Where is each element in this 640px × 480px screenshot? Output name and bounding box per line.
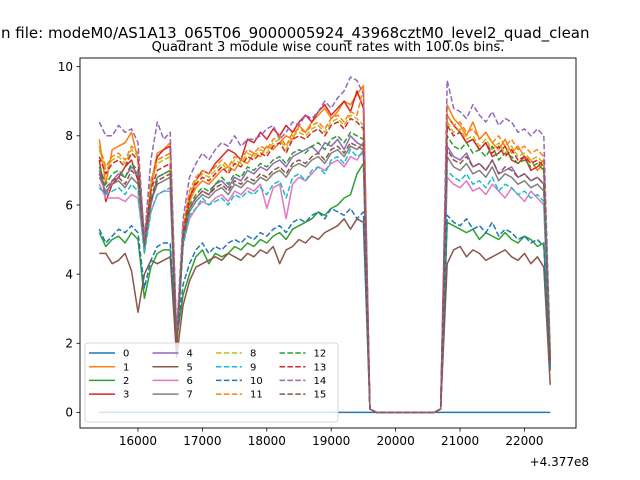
x-tick-label: 18000 <box>248 434 286 448</box>
legend-label-12: 12 <box>314 349 327 360</box>
legend-label-15: 15 <box>314 390 327 401</box>
legend-label-4: 4 <box>187 349 193 360</box>
x-tick-label: 19000 <box>312 434 350 448</box>
legend-label-2: 2 <box>123 376 129 387</box>
y-tick-label: 8 <box>65 129 73 143</box>
x-axis: 16000 17000 18000 19000 20000 21000 22000 <box>119 428 544 448</box>
y-tick-label: 2 <box>65 337 73 351</box>
x-tick-label: 17000 <box>183 434 221 448</box>
axes-title: Quadrant 3 module wise count rates with … <box>152 40 505 55</box>
y-tick-label: 10 <box>58 60 73 74</box>
legend-label-11: 11 <box>250 390 263 401</box>
legend-box <box>84 342 339 423</box>
series-line-14 <box>98 76 551 414</box>
x-axis-offset-label: +4.377e8 <box>530 455 589 469</box>
y-tick-label: 6 <box>65 198 73 212</box>
x-tick-label: 22000 <box>505 434 543 448</box>
legend-label-7: 7 <box>187 390 193 401</box>
series-line-11 <box>98 86 551 414</box>
legend-label-8: 8 <box>250 349 256 360</box>
series-line-9 <box>98 148 551 414</box>
axes-frame <box>79 57 577 429</box>
legend-label-14: 14 <box>314 376 327 387</box>
legend-label-0: 0 <box>123 349 129 360</box>
series-line-5 <box>99 218 551 414</box>
legend-label-6: 6 <box>187 376 193 387</box>
legend-label-3: 3 <box>123 390 129 401</box>
legend-label-9: 9 <box>250 362 256 373</box>
x-tick-label: 21000 <box>441 434 479 448</box>
series-line-15 <box>98 141 551 414</box>
y-axis: 0 2 4 6 8 10 <box>58 60 80 420</box>
x-tick-label: 20000 <box>377 434 415 448</box>
y-tick-label: 0 <box>65 406 73 420</box>
legend-label-13: 13 <box>314 362 327 373</box>
figure-suptitle: n file: modeM0/AS1A13_065T06_9000005924_… <box>1 24 590 43</box>
series-line-12 <box>98 131 551 414</box>
x-tick-label: 16000 <box>119 434 157 448</box>
legend-label-1: 1 <box>123 362 129 373</box>
y-tick-label: 4 <box>65 267 73 281</box>
legend-label-10: 10 <box>250 376 263 387</box>
legend-label-5: 5 <box>187 362 193 373</box>
